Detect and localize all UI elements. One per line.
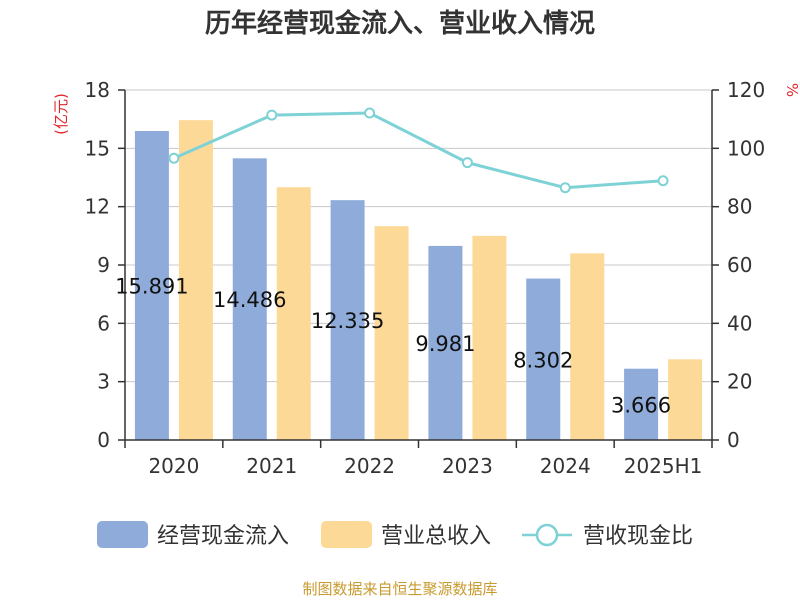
- legend-swatch-revenue: [321, 521, 372, 548]
- bar-revenue: [472, 235, 507, 440]
- legend-label-revenue: 营业总收入: [381, 524, 491, 549]
- right-axis-tick-label: 20: [727, 370, 752, 394]
- x-axis-tick-label: 2022: [344, 454, 395, 478]
- bars: [134, 120, 703, 441]
- bar-revenue: [668, 359, 703, 440]
- chart-title: 历年经营现金流入、营业收入情况: [205, 8, 595, 39]
- bar-value-label: 3.666: [611, 393, 671, 417]
- legend-marker-ratio: [535, 523, 559, 547]
- legend-swatch-cash-inflow: [97, 521, 148, 548]
- left-axis-tick-label: 0: [97, 428, 110, 452]
- x-axis-tick-label: 2023: [442, 454, 493, 478]
- axes: 0 3 6 9 12 15 18 0 20 40 60 80 100 120 2020 2021 2022 202…: [85, 78, 766, 478]
- bar-cash-inflow: [428, 245, 463, 440]
- right-axis-tick-label: 120: [727, 78, 765, 102]
- right-axis-tick-label: 60: [727, 253, 752, 277]
- ratio-line-path: [173, 111, 664, 190]
- x-axis-tick-label: 2024: [540, 454, 591, 478]
- x-axis-tick-label: 2020: [148, 454, 199, 478]
- left-axis-tick-label: 12: [85, 195, 110, 219]
- right-axis-tick-label: 0: [727, 428, 740, 452]
- left-axis-tick-label: 18: [85, 78, 110, 102]
- source-note: 制图数据来自恒生聚源数据库: [302, 580, 497, 598]
- bar-revenue: [276, 187, 311, 440]
- bar-value-label: 9.981: [415, 332, 475, 356]
- ratio-point: [266, 109, 278, 121]
- x-axis-tick-label: 2021: [246, 454, 297, 478]
- legend-label-ratio: 营收现金比: [583, 524, 693, 549]
- bar-cash-inflow: [624, 368, 659, 440]
- bar-value-label: 14.486: [213, 288, 286, 312]
- bar-cash-inflow: [526, 278, 561, 440]
- bar-value-label: 8.302: [513, 348, 573, 372]
- gridlines: [125, 89, 712, 383]
- right-axis-tick-label: 100: [727, 136, 765, 160]
- ratio-line: [168, 107, 669, 194]
- left-axis-tick-label: 3: [97, 370, 110, 394]
- bar-cash-inflow: [232, 158, 267, 441]
- bar-cash-inflow: [134, 131, 169, 440]
- right-axis-unit: %: [783, 83, 800, 97]
- bar-value-label: 12.335: [311, 309, 384, 333]
- legend: 经营现金流入 营业总收入 营收现金比: [97, 521, 693, 549]
- left-axis-unit: (亿元): [52, 93, 70, 135]
- ratio-point: [364, 107, 376, 119]
- bar-revenue: [178, 120, 213, 440]
- ratio-point: [461, 157, 473, 169]
- bar-value-label: 15.891: [115, 275, 188, 299]
- bar-value-labels: 15.891 14.486 12.335 9.981 8.302 3.666: [115, 275, 671, 418]
- bar-revenue: [570, 253, 605, 440]
- left-axis-tick-label: 15: [85, 136, 110, 160]
- ratio-point: [168, 152, 180, 164]
- right-axis-tick-label: 40: [727, 311, 752, 335]
- ratio-point: [657, 175, 669, 187]
- ratio-point: [559, 182, 571, 194]
- left-axis-tick-label: 6: [97, 311, 110, 335]
- right-axis-tick-label: 80: [727, 195, 752, 219]
- bar-revenue: [374, 226, 409, 440]
- left-axis-tick-label: 9: [97, 253, 110, 277]
- legend-label-cash-inflow: 经营现金流入: [157, 524, 289, 549]
- bar-cash-inflow: [330, 200, 365, 440]
- x-axis-tick-label: 2025H1: [624, 454, 703, 478]
